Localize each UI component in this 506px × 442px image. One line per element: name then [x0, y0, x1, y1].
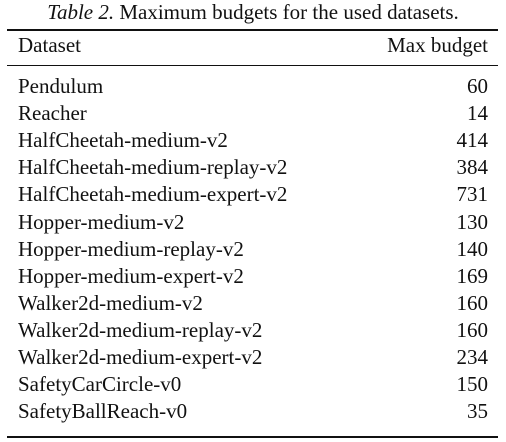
- max-budget-cell: 414: [456, 128, 489, 153]
- max-budget-cell: 14: [467, 101, 488, 126]
- table-row: HalfCheetah-medium-replay-v2 384: [18, 155, 488, 180]
- dataset-name-cell: Walker2d-medium-replay-v2: [18, 317, 263, 342]
- max-budget-cell: 169: [456, 263, 489, 288]
- dataset-name-cell: Hopper-medium-expert-v2: [18, 263, 244, 288]
- max-budget-cell: 160: [456, 317, 489, 342]
- header-rule: [7, 65, 498, 66]
- max-budget-cell: 150: [456, 372, 489, 397]
- max-budget-cell: 35: [467, 399, 488, 424]
- dataset-name-cell: HalfCheetah-medium-expert-v2: [18, 182, 288, 207]
- dataset-name-cell: Walker2d-medium-v2: [18, 290, 203, 315]
- header-dataset: Dataset: [18, 33, 81, 57]
- table-row: HalfCheetah-medium-expert-v2 731: [18, 182, 488, 207]
- max-budget-cell: 60: [467, 74, 488, 98]
- top-rule: [7, 29, 498, 31]
- table-row: Hopper-medium-v2 130: [18, 210, 488, 235]
- caption-label: Table 2.: [47, 0, 115, 24]
- dataset-name-cell: HalfCheetah-medium-v2: [18, 128, 228, 153]
- table-row: Walker2d-medium-replay-v2 160: [18, 318, 488, 343]
- table-row: Walker2d-medium-expert-v2 234: [18, 345, 488, 370]
- bottom-rule: [7, 436, 498, 438]
- table-row: SafetyBallReach-v0 35: [18, 399, 488, 424]
- dataset-name-cell: SafetyBallReach-v0: [18, 399, 188, 424]
- table-caption: Table 2. Maximum budgets for the used da…: [0, 0, 506, 24]
- max-budget-cell: 130: [456, 209, 489, 234]
- table-row: Hopper-medium-expert-v2 169: [18, 264, 488, 289]
- table-row: Hopper-medium-replay-v2 140: [18, 237, 488, 262]
- dataset-name-cell: Hopper-medium-replay-v2: [18, 236, 244, 261]
- dataset-name-cell: HalfCheetah-medium-replay-v2: [18, 155, 288, 180]
- dataset-name-cell: Reacher: [18, 101, 87, 126]
- table-row: Reacher 14: [18, 101, 488, 126]
- dataset-name-cell: SafetyCarCircle-v0: [18, 372, 182, 397]
- dataset-name-cell: Walker2d-medium-expert-v2: [18, 345, 263, 369]
- max-budget-cell: 140: [456, 236, 489, 261]
- header-max-budget: Max budget: [387, 33, 488, 57]
- max-budget-cell: 234: [456, 345, 489, 369]
- table-row: Walker2d-medium-v2 160: [18, 291, 488, 316]
- table-row: Pendulum 60: [18, 74, 488, 99]
- table-header: Dataset Max budget: [18, 33, 488, 58]
- table-row: HalfCheetah-medium-v2 414: [18, 128, 488, 153]
- dataset-name-cell: Pendulum: [18, 74, 104, 98]
- table-row: SafetyCarCircle-v0 150: [18, 372, 488, 397]
- max-budget-cell: 384: [456, 155, 489, 180]
- dataset-name-cell: Hopper-medium-v2: [18, 209, 185, 234]
- max-budget-cell: 160: [456, 290, 489, 315]
- caption-text: Maximum budgets for the used datasets.: [119, 0, 459, 24]
- max-budget-cell: 731: [456, 182, 489, 207]
